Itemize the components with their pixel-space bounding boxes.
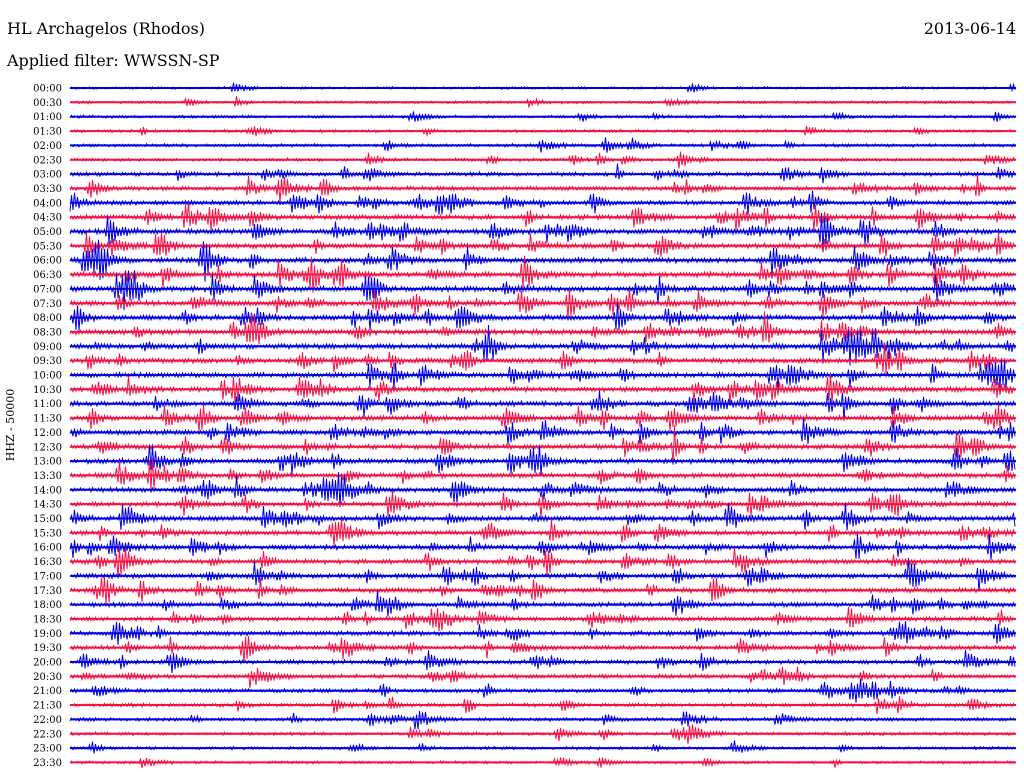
trace-2300 <box>69 740 1016 754</box>
time-tick-label: 14:00 <box>33 485 62 496</box>
time-tick-label: 04:30 <box>33 213 62 224</box>
time-tick-label: 20:00 <box>33 658 62 669</box>
time-tick-label: 12:00 <box>33 428 62 439</box>
trace-1100 <box>69 390 1016 421</box>
time-tick-label: 03:00 <box>33 170 62 181</box>
time-tick-label: 11:30 <box>33 414 62 425</box>
trace-1400 <box>69 472 1016 508</box>
time-tick-label: 01:30 <box>33 127 62 138</box>
time-tick-labels: 00:00 00:30 01:00 01:30 02:00 02:30 03:00 03:30… <box>33 84 62 769</box>
time-tick-label: 12:30 <box>33 442 62 453</box>
time-tick-label: 05:00 <box>33 227 62 238</box>
time-tick-label: 06:30 <box>33 270 62 281</box>
time-tick-label: 07:30 <box>33 299 62 310</box>
time-tick-label: 19:00 <box>33 629 62 640</box>
time-tick-label: 16:00 <box>33 543 62 554</box>
trace-1700 <box>69 557 1016 593</box>
trace-1030 <box>69 373 1016 404</box>
trace-1230 <box>69 425 1016 465</box>
time-tick-label: 09:30 <box>33 356 62 367</box>
trace-1530 <box>69 518 1016 548</box>
time-tick-label: 21:30 <box>33 701 62 712</box>
trace-1930 <box>69 635 1016 664</box>
trace-1300 <box>69 444 1016 476</box>
trace-1800 <box>69 590 1016 617</box>
time-tick-label: 01:00 <box>33 112 62 123</box>
trace-1830 <box>69 606 1016 632</box>
date-label: 2013-06-14 <box>924 19 1016 38</box>
time-tick-label: 00:30 <box>33 98 62 109</box>
traces <box>69 82 1016 769</box>
time-tick-label: 17:00 <box>33 571 62 582</box>
time-tick-label: 14:30 <box>33 500 62 511</box>
time-tick-label: 02:00 <box>33 141 62 152</box>
trace-0530 <box>69 232 1016 259</box>
time-tick-label: 18:30 <box>33 614 62 625</box>
time-tick-label: 06:00 <box>33 256 62 267</box>
filter-label: Applied filter: WWSSN-SP <box>6 51 220 70</box>
time-tick-label: 16:30 <box>33 557 62 568</box>
trace-0600 <box>69 239 1016 282</box>
time-tick-label: 21:00 <box>33 686 62 697</box>
time-tick-label: 05:30 <box>33 241 62 252</box>
trace-1600 <box>69 533 1016 560</box>
time-tick-label: 22:30 <box>33 729 62 740</box>
time-tick-label: 10:00 <box>33 371 62 382</box>
trace-1330 <box>69 457 1016 490</box>
y-axis-label: HHZ - 50000 <box>4 389 17 462</box>
trace-1500 <box>69 502 1016 531</box>
time-tick-label: 11:00 <box>33 399 62 410</box>
time-tick-label: 02:30 <box>33 155 62 166</box>
time-tick-label: 07:00 <box>33 284 62 295</box>
time-tick-label: 10:30 <box>33 385 62 396</box>
time-tick-label: 08:00 <box>33 313 62 324</box>
trace-0500 <box>69 212 1016 251</box>
time-tick-label: 08:30 <box>33 327 62 338</box>
station-title: HL Archagelos (Rhodos) <box>7 19 205 38</box>
time-tick-label: 00:00 <box>33 84 62 95</box>
trace-0700 <box>69 270 1016 311</box>
trace-0430 <box>69 202 1016 233</box>
time-tick-label: 13:00 <box>33 457 62 468</box>
time-tick-label: 09:00 <box>33 342 62 353</box>
time-tick-label: 20:30 <box>33 672 62 683</box>
time-tick-label: 22:00 <box>33 715 62 726</box>
time-tick-label: 23:30 <box>33 758 62 769</box>
trace-0630 <box>69 255 1016 293</box>
time-tick-label: 13:30 <box>33 471 62 482</box>
time-tick-label: 15:00 <box>33 514 62 525</box>
time-tick-label: 17:30 <box>33 586 62 597</box>
time-tick-label: 15:30 <box>33 528 62 539</box>
trace-1900 <box>69 621 1016 645</box>
time-tick-label: 23:00 <box>33 744 62 755</box>
time-tick-label: 03:30 <box>33 184 62 195</box>
trace-1730 <box>69 576 1016 605</box>
time-tick-label: 19:30 <box>33 643 62 654</box>
time-tick-label: 04:00 <box>33 198 62 209</box>
time-tick-label: 18:00 <box>33 600 62 611</box>
trace-1200 <box>69 418 1016 445</box>
